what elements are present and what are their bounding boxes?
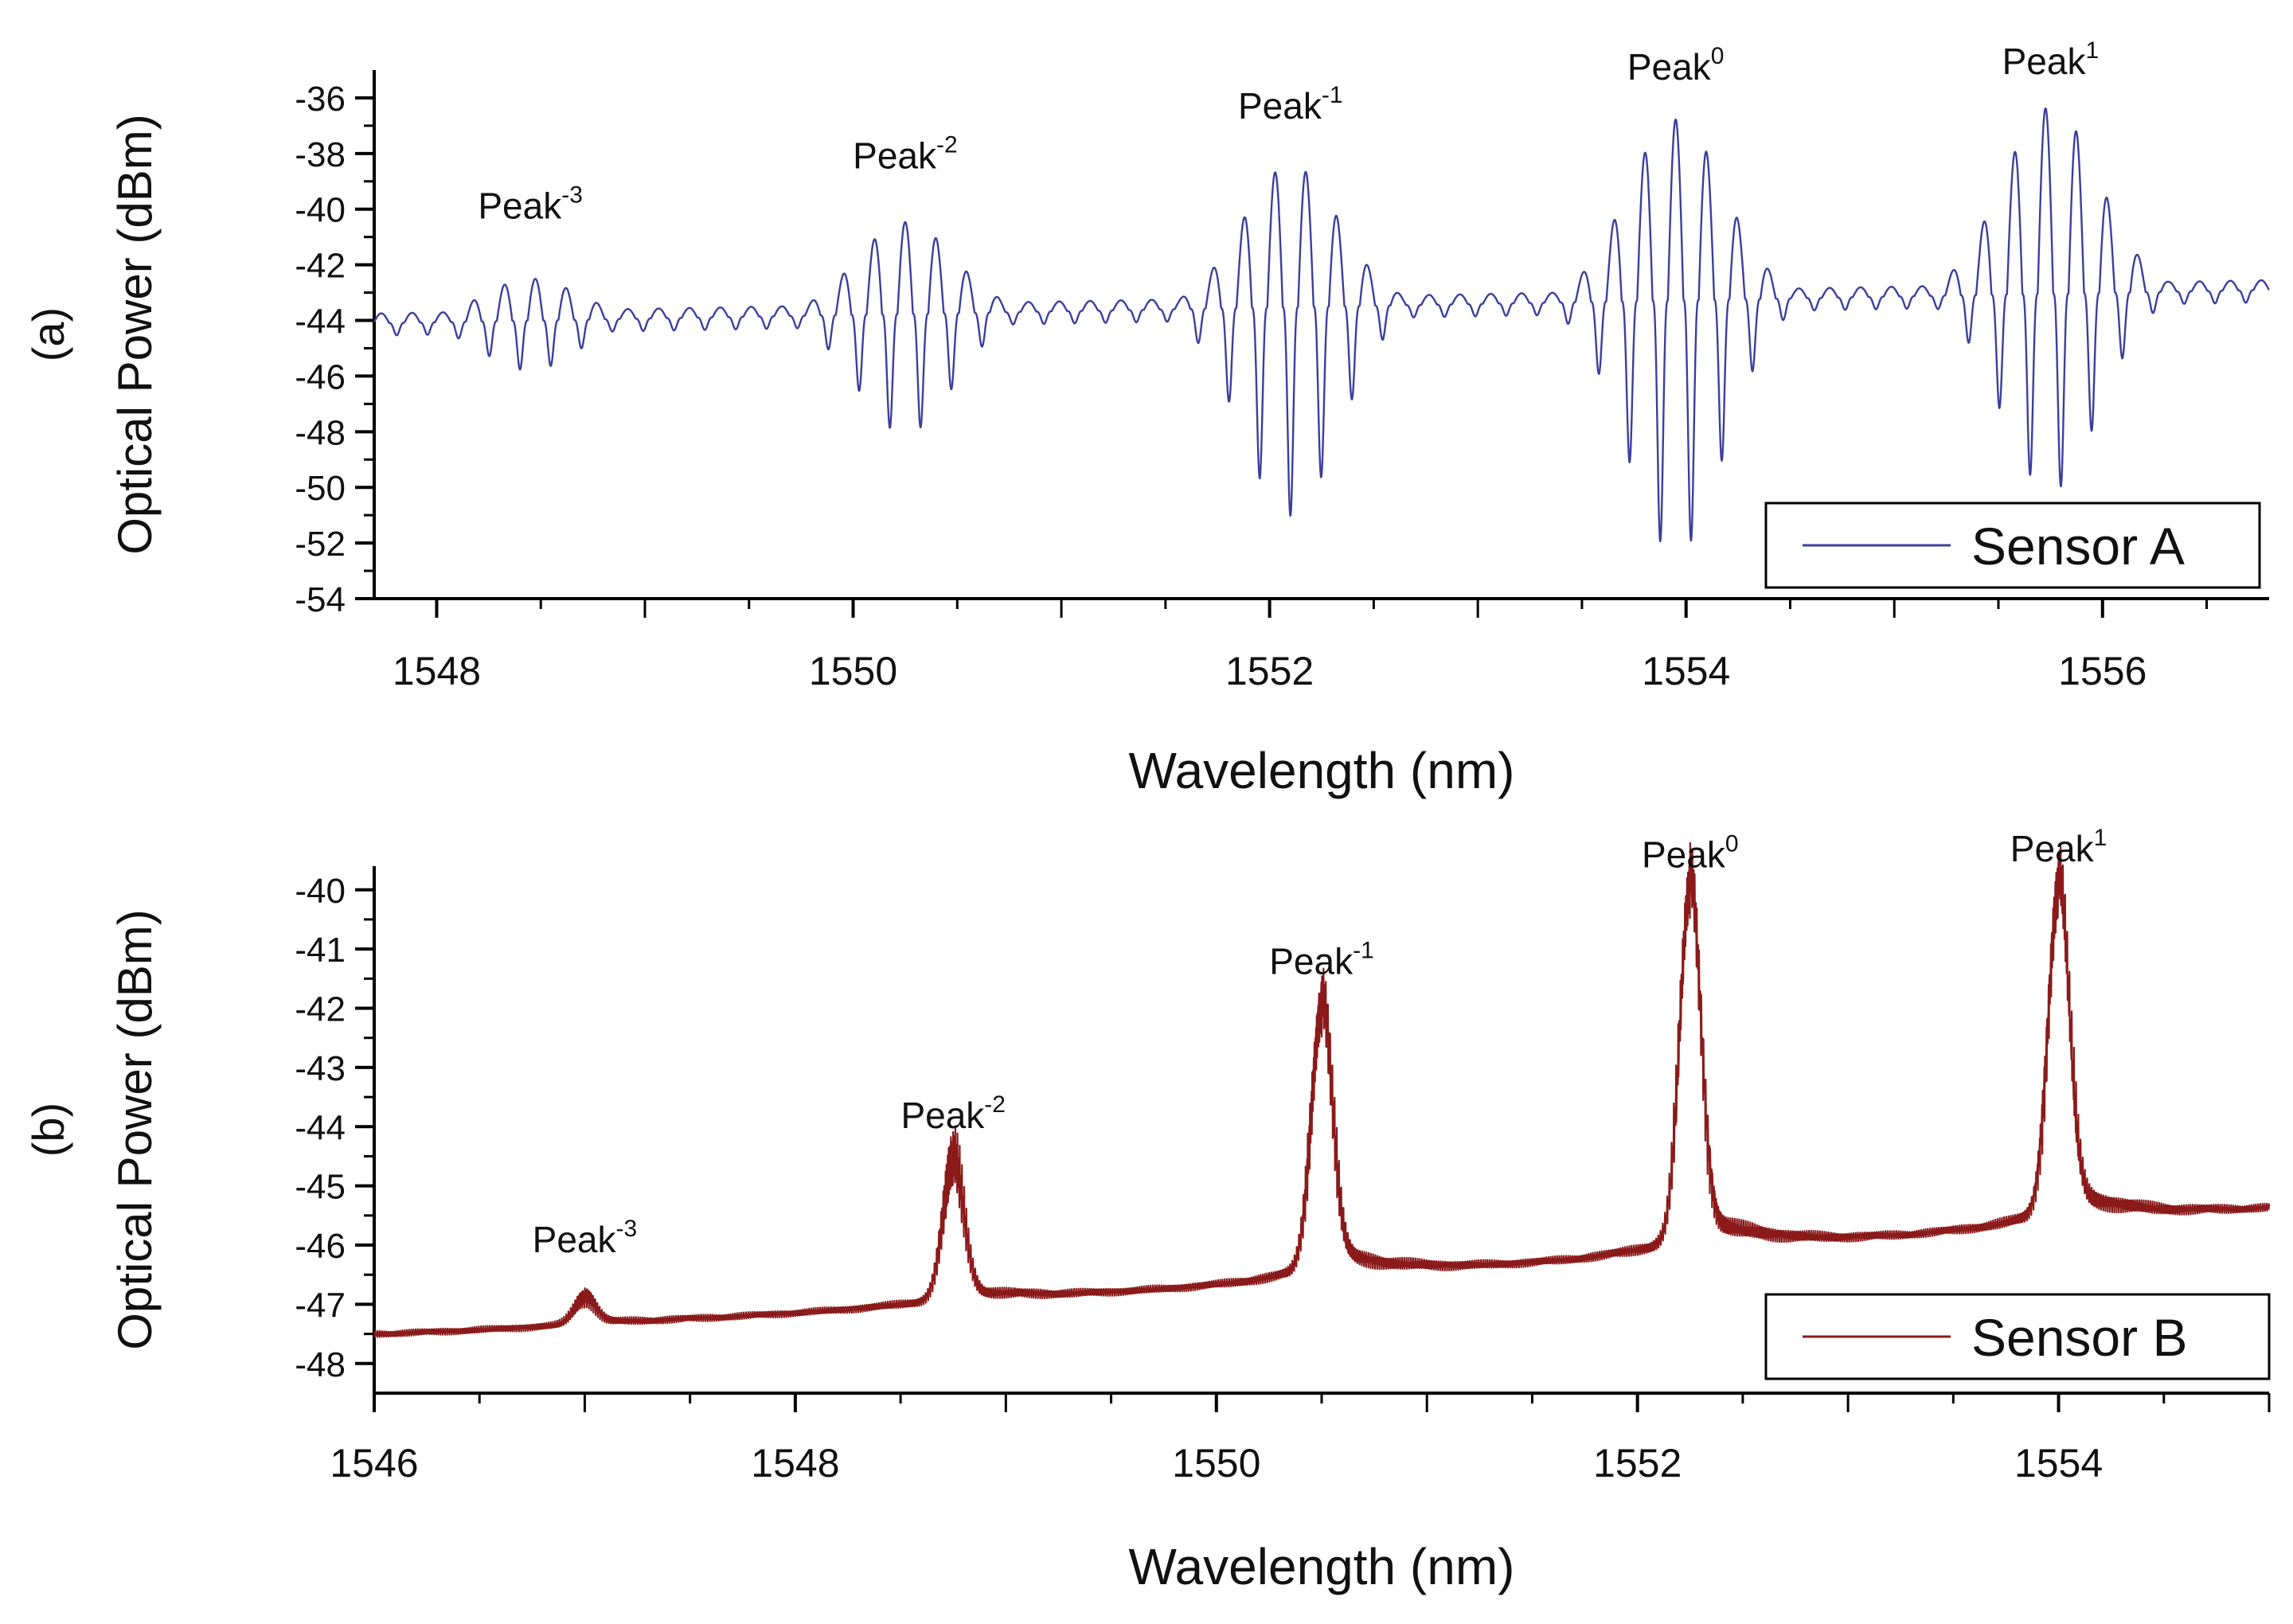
y-tick-label: -44 <box>295 1108 346 1147</box>
x-tick-label: 1552 <box>1593 1441 1682 1485</box>
y-tick-label: -48 <box>295 1345 346 1384</box>
legend-label: Sensor B <box>1971 1308 2187 1367</box>
x-tick-label: 1550 <box>1172 1441 1260 1485</box>
peak-label: Peak-3 <box>478 182 583 227</box>
peak-label-text: Peak <box>1269 940 1354 982</box>
peak-label-superscript: 0 <box>1711 43 1725 69</box>
y-tick-label: -42 <box>295 247 346 286</box>
x-tick-label: 1548 <box>393 649 481 693</box>
y-tick-label: -47 <box>295 1286 346 1325</box>
peak-label: Peak-2 <box>853 132 958 177</box>
x-tick-label: 1556 <box>2058 649 2147 693</box>
y-tick-label: -40 <box>295 191 346 230</box>
peak-label: Peak-1 <box>1238 82 1343 127</box>
legend: Sensor B <box>1764 1293 2271 1380</box>
y-axis-title: Optical Power (dBm) <box>108 114 162 554</box>
peak-label-text: Peak <box>1627 46 1712 88</box>
x-tick-label: 1552 <box>1225 649 1314 693</box>
peak-label-text: Peak <box>2010 828 2095 869</box>
peak-label-superscript: -1 <box>1322 82 1343 108</box>
peak-label-superscript: -1 <box>1353 937 1374 963</box>
peak-label-superscript: 1 <box>2085 37 2099 64</box>
y-tick-label: -44 <box>295 303 346 342</box>
y-tick-label: -46 <box>295 357 346 396</box>
peak-label-text: Peak <box>900 1095 985 1136</box>
peak-label: Peak1 <box>2010 825 2107 869</box>
y-axis-title: Optical Power (dBm) <box>108 909 162 1349</box>
series-line <box>373 107 2270 543</box>
panel-a: -54 -52 -50 -48 -46 -44 -42 -40 -38 -36 1548 1550 15… <box>23 37 2270 799</box>
y-tick-label: -45 <box>295 1168 346 1207</box>
peak-label-superscript: -3 <box>561 182 583 209</box>
x-tick-label: 1554 <box>1642 649 1730 693</box>
peak-label-text: Peak <box>2002 41 2087 82</box>
y-tick-label: -52 <box>295 525 346 564</box>
peak-label-superscript: -2 <box>936 132 958 158</box>
y-tick-label: -42 <box>295 990 346 1029</box>
peak-label-superscript: -2 <box>984 1091 1006 1118</box>
y-tick-label: -38 <box>295 135 346 174</box>
peak-label: Peak1 <box>2002 37 2100 82</box>
legend-label: Sensor A <box>1971 517 2185 576</box>
peak-label-text: Peak <box>853 135 937 177</box>
peak-label: Peak-2 <box>900 1091 1006 1136</box>
panel-label: (b) <box>23 1103 73 1157</box>
x-tick-label: 1548 <box>751 1441 839 1485</box>
y-tick-label: -41 <box>295 931 346 970</box>
peak-label-text: Peak <box>533 1219 617 1260</box>
y-tick-label: -54 <box>295 580 346 619</box>
panel-b: -48 -47 -46 -45 -44 -43 -42 -41 -40 1546 1548 1550 1… <box>23 825 2271 1595</box>
y-tick-label: -50 <box>295 469 346 508</box>
x-tick-label: 1550 <box>809 649 897 693</box>
x-tick-label: 1546 <box>330 1441 418 1485</box>
peak-label: Peak-1 <box>1269 937 1374 982</box>
peak-label-superscript: 0 <box>1725 831 1739 857</box>
y-tick-label: -48 <box>295 413 346 452</box>
peak-label: Peak-3 <box>533 1216 638 1260</box>
peak-label-superscript: 1 <box>2094 825 2107 851</box>
series-line <box>373 841 2271 1338</box>
peak-label-text: Peak <box>1238 85 1322 127</box>
y-tick-label: -40 <box>295 872 346 911</box>
peak-label-text: Peak <box>478 185 562 227</box>
peak-label: Peak0 <box>1627 43 1725 88</box>
peak-label-superscript: -3 <box>616 1216 638 1242</box>
x-tick-label: 1554 <box>2014 1441 2103 1485</box>
panel-label: (a) <box>23 307 73 361</box>
y-tick-label: -43 <box>295 1049 346 1088</box>
peak-label: Peak0 <box>1642 831 1739 876</box>
x-axis-title: Wavelength (nm) <box>1129 1538 1515 1595</box>
x-axis-title: Wavelength (nm) <box>1129 742 1515 799</box>
legend: Sensor A <box>1764 502 2261 589</box>
y-tick-label: -46 <box>295 1227 346 1266</box>
peak-label-text: Peak <box>1642 834 1726 876</box>
y-tick-label: -36 <box>295 80 346 119</box>
